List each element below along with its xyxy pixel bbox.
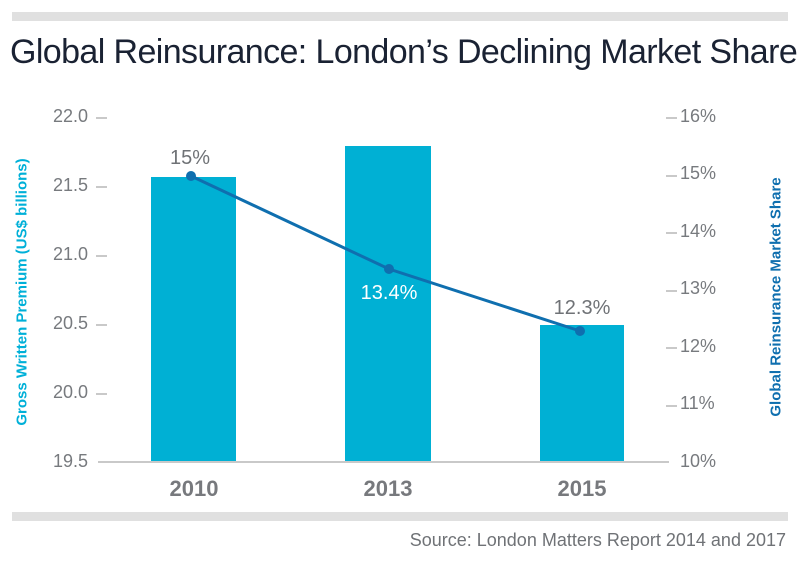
left-tick: 19.5 <box>52 451 88 471</box>
right-tick: 14% <box>680 221 717 241</box>
right-tick: 11% <box>680 393 715 413</box>
bar-2010 <box>151 177 236 462</box>
right-tick: 12% <box>680 336 717 356</box>
left-tickmark <box>96 393 107 395</box>
bottom-rule <box>12 512 788 521</box>
chart-title: Global Reinsurance: London’s Declining M… <box>10 33 798 71</box>
line-point-2015 <box>575 326 585 336</box>
left-tickmark <box>96 324 107 326</box>
left-tick: 22.0 <box>52 106 88 126</box>
line-point-2013 <box>384 264 394 274</box>
bar-2013 <box>345 146 431 462</box>
right-tickmark <box>666 405 677 407</box>
right-tick: 15% <box>680 163 717 183</box>
data-label-2013: 13.4% <box>360 282 418 304</box>
left-tick: 20.5 <box>52 313 88 333</box>
right-tick: 13% <box>680 278 717 298</box>
left-tick: 20.0 <box>52 382 88 402</box>
right-tickmark <box>666 290 677 292</box>
data-label-2010: 15% <box>169 147 211 169</box>
right-tickmark <box>666 347 677 349</box>
source-note: Source: London Matters Report 2014 and 2… <box>409 530 786 550</box>
left-tickmark <box>96 117 107 119</box>
right-tick: 10% <box>680 451 717 471</box>
right-tickmark <box>666 117 677 119</box>
right-tickmark <box>666 232 677 234</box>
x-axis-baseline <box>98 461 669 463</box>
left-tickmark <box>96 255 107 257</box>
right-tickmark <box>666 175 677 177</box>
left-tickmark <box>96 186 107 188</box>
data-label-2015: 12.3% <box>553 297 611 319</box>
x-tick-2010: 2010 <box>169 476 219 501</box>
line-point-2010 <box>186 171 196 181</box>
x-tick-2013: 2013 <box>363 476 413 501</box>
right-tick: 16% <box>680 106 717 126</box>
left-tick: 21.0 <box>52 244 88 264</box>
x-tick-2015: 2015 <box>557 476 607 501</box>
top-rule <box>12 12 788 21</box>
bar-2015 <box>540 325 624 462</box>
left-tick: 21.5 <box>52 175 88 195</box>
